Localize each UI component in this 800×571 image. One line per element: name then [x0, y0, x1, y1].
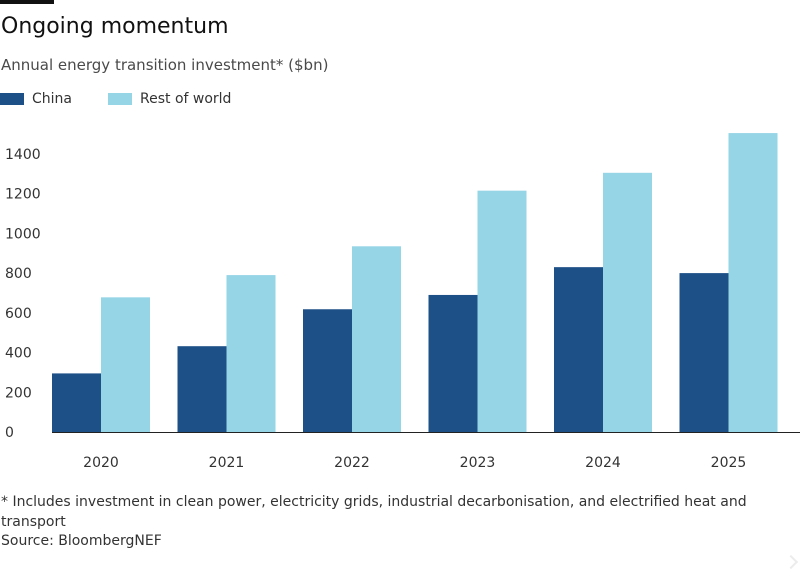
bar-rest-of-world-2021 [226, 275, 276, 432]
bar-china-2020 [52, 373, 101, 432]
bar-chart: 0 200 400 600 800 1000 1200 1400 2020 2021 2022 202… [5, 133, 800, 471]
legend-swatch-rest-of-world [108, 93, 132, 105]
bar-china-2025 [679, 273, 729, 432]
y-tick-label: 400 [5, 346, 32, 362]
y-tick-label: 600 [5, 306, 32, 322]
footnote: * Includes investment in clean power, el… [1, 494, 747, 530]
x-tick-label: 2025 [711, 455, 747, 471]
chart-title: Ongoing momentum [1, 14, 229, 39]
y-tick-label: 1200 [5, 187, 41, 203]
bar-rest-of-world-2020 [101, 297, 150, 432]
x-tick-label: 2020 [83, 455, 119, 471]
x-tick-label: 2023 [460, 455, 496, 471]
bar-rest-of-world-2025 [728, 133, 778, 432]
header-accent-bar [0, 0, 54, 4]
bar-rest-of-world-2023 [477, 190, 527, 432]
bar-china-2022 [303, 309, 352, 432]
legend-item-china: China [0, 91, 72, 107]
x-tick-label: 2022 [334, 455, 370, 471]
x-tick-label: 2024 [585, 455, 621, 471]
legend-item-rest-of-world: Rest of world [108, 91, 231, 107]
bar-rest-of-world-2022 [352, 246, 401, 432]
y-tick-label: 200 [5, 385, 32, 401]
resize-corner-icon [783, 554, 799, 570]
y-tick-label: 1400 [5, 147, 41, 163]
bar-china-2023 [428, 294, 478, 432]
x-tick-label: 2021 [209, 455, 245, 471]
y-tick-label: 1000 [5, 226, 41, 242]
chart-subtitle: Annual energy transition investment* ($b… [1, 56, 329, 74]
legend-label-rest-of-world: Rest of world [140, 91, 232, 107]
bar-rest-of-world-2024 [603, 172, 652, 433]
y-tick-label: 0 [5, 425, 14, 441]
bar-china-2024 [554, 267, 603, 432]
bar-china-2021 [177, 346, 227, 432]
y-tick-label: 800 [5, 266, 32, 282]
source-note: Source: BloombergNEF [1, 533, 162, 549]
legend-label-china: China [32, 91, 72, 107]
legend-swatch-china [0, 93, 24, 105]
